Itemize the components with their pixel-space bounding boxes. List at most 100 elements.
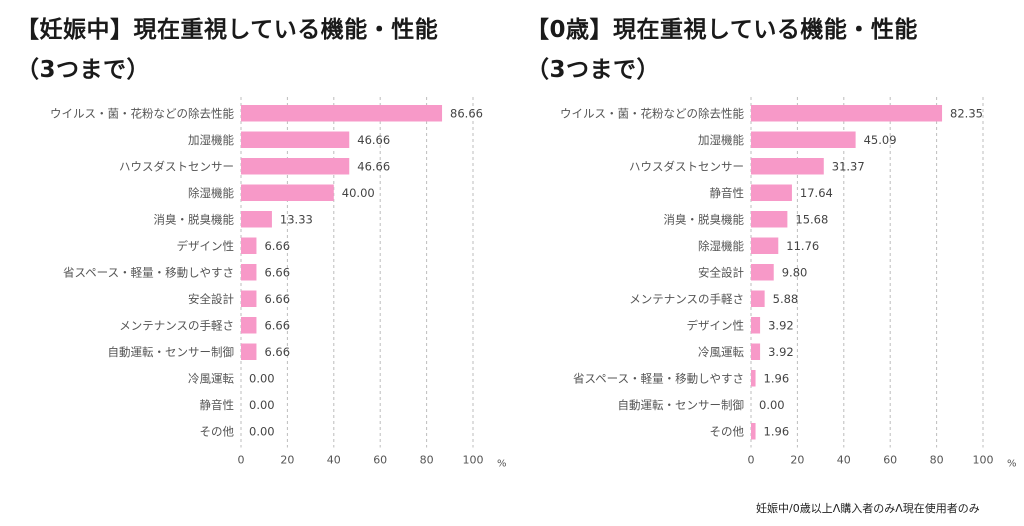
chart-subtitle: （3つまで） (16, 57, 151, 83)
value-label: 86.66 (450, 106, 483, 120)
chart-title-main: 【妊娠中】現在重視している機能・性能 (16, 17, 439, 43)
value-label: 5.88 (773, 292, 799, 306)
bar (241, 290, 257, 307)
chart-title: 【妊娠中】現在重視している機能・性能 （3つまで） (16, 10, 438, 90)
value-label: 0.00 (249, 424, 275, 438)
x-tick-label: 0 (748, 454, 755, 467)
value-label: 6.66 (264, 239, 290, 253)
value-label: 1.96 (764, 371, 790, 385)
value-label: 0.00 (759, 398, 785, 412)
category-label: 省スペース・軽量・移動しやすさ (573, 371, 744, 385)
value-label: 82.35 (950, 106, 983, 120)
chart-panel-pregnancy: 【妊娠中】現在重視している機能・性能 （3つまで） ウイルス・菌・花粉などの除去… (0, 0, 507, 490)
footnote: 妊娠中/0歳以上Λ購入者のみΛ現在使用者のみ (756, 502, 980, 515)
bar (241, 317, 257, 334)
value-label: 6.66 (264, 292, 290, 306)
bar (751, 317, 761, 334)
chart-panel-age-0: 【0歳】現在重視している機能・性能 （3つまで） ウイルス・菌・花粉などの除去性… (510, 0, 1017, 490)
category-label: デザイン性 (687, 318, 745, 332)
category-label: 除湿機能 (698, 239, 744, 253)
category-label: ハウスダストセンサー (119, 159, 234, 173)
category-label: 消臭・脱臭機能 (664, 212, 745, 226)
x-tick-label: 100 (973, 454, 994, 467)
bar (751, 264, 774, 281)
bar (751, 184, 792, 201)
bar-chart-pregnancy: ウイルス・菌・花粉などの除去性能 86.66 加湿機能 46.66 ハウスダストセンサー… (0, 0, 507, 480)
chart-title: 【0歳】現在重視している機能・性能 （3つまで） (526, 10, 918, 90)
category-label: 安全設計 (188, 292, 234, 306)
bar (241, 211, 272, 228)
category-label: 加湿機能 (698, 133, 744, 147)
value-label: 6.66 (264, 318, 290, 332)
category-label: 自動運転・センサー制御 (618, 398, 745, 412)
category-label: 消臭・脱臭機能 (154, 212, 235, 226)
bar (751, 290, 765, 307)
value-label: 1.96 (764, 424, 790, 438)
category-label: その他 (710, 424, 745, 438)
chart-svg: ウイルス・菌・花粉などの除去性能 82.35 加湿機能 45.09 ハウスダストセンサー… (560, 97, 1017, 470)
bar (241, 237, 257, 254)
category-label: ウイルス・菌・花粉などの除去性能 (50, 106, 234, 120)
bar (751, 131, 856, 148)
value-label: 6.66 (264, 265, 290, 279)
bar (241, 158, 350, 175)
x-tick-label: 20 (790, 454, 804, 467)
bar (751, 237, 779, 254)
value-label: 3.92 (768, 345, 794, 359)
x-tick-label: 0 (238, 454, 245, 467)
category-label: 静音性 (710, 186, 745, 200)
value-label: 9.80 (782, 265, 808, 279)
x-tick-label: 20 (280, 454, 294, 467)
category-label: 静音性 (200, 398, 235, 412)
value-label: 46.66 (357, 133, 390, 147)
category-label: 安全設計 (698, 265, 744, 279)
bar-chart-age-0: ウイルス・菌・花粉などの除去性能 82.35 加湿機能 45.09 ハウスダストセンサー… (510, 0, 1017, 480)
value-label: 0.00 (249, 371, 275, 385)
bar (241, 343, 257, 360)
bar (751, 211, 788, 228)
bar (751, 370, 756, 387)
value-label: 15.68 (795, 212, 828, 226)
x-tick-label: 100 (463, 454, 484, 467)
bar (751, 105, 943, 122)
category-label: デザイン性 (177, 239, 235, 253)
x-unit-label: % (497, 459, 507, 470)
value-label: 11.76 (786, 239, 819, 253)
x-tick-label: 60 (883, 454, 897, 467)
value-label: 31.37 (832, 159, 865, 173)
x-unit-label: % (1007, 459, 1017, 470)
category-label: メンテナンスの手軽さ (629, 292, 744, 306)
bar (241, 105, 443, 122)
value-label: 17.64 (800, 186, 833, 200)
bar (751, 343, 761, 360)
category-label: メンテナンスの手軽さ (119, 318, 234, 332)
x-tick-label: 60 (373, 454, 387, 467)
category-label: 除湿機能 (188, 186, 234, 200)
category-label: 自動運転・センサー制御 (108, 345, 235, 359)
value-label: 45.09 (864, 133, 897, 147)
value-label: 3.92 (768, 318, 794, 332)
category-label: 省スペース・軽量・移動しやすさ (63, 265, 234, 279)
x-tick-label: 40 (327, 454, 341, 467)
category-label: 冷風運転 (698, 345, 744, 359)
category-label: 冷風運転 (188, 371, 234, 385)
value-label: 6.66 (264, 345, 290, 359)
bar (241, 131, 350, 148)
bar (751, 158, 824, 175)
bar (751, 423, 756, 440)
category-label: 加湿機能 (188, 133, 234, 147)
category-label: ハウスダストセンサー (629, 159, 744, 173)
category-label: ウイルス・菌・花粉などの除去性能 (560, 106, 744, 120)
x-tick-label: 80 (930, 454, 944, 467)
x-tick-label: 80 (420, 454, 434, 467)
x-tick-label: 40 (837, 454, 851, 467)
value-label: 40.00 (342, 186, 375, 200)
value-label: 0.00 (249, 398, 275, 412)
chart-svg: ウイルス・菌・花粉などの除去性能 86.66 加湿機能 46.66 ハウスダストセンサー… (50, 97, 507, 470)
chart-subtitle: （3つまで） (526, 57, 661, 83)
bar (241, 264, 257, 281)
category-label: その他 (200, 424, 235, 438)
value-label: 46.66 (357, 159, 390, 173)
bar (241, 184, 334, 201)
chart-title-main: 【0歳】現在重視している機能・性能 (526, 17, 918, 43)
